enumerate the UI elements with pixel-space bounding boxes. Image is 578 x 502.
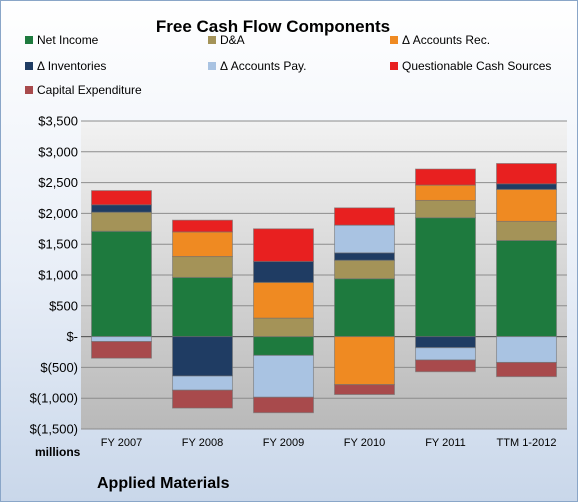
bar-capital-expenditure-fy-2010	[334, 384, 395, 396]
bar-accounts-pay-fy-2009	[253, 354, 314, 398]
bar-accounts-pay-ttm-1-2012	[496, 336, 557, 363]
y-tick-label: $1,000	[38, 268, 78, 283]
bar-questionable-cash-sources-fy-2007	[91, 190, 152, 206]
bar-accounts-rec-fy-2009	[253, 281, 314, 319]
bar-d-a-fy-2009	[253, 317, 314, 338]
x-tick-label-fy-2007: FY 2007	[101, 437, 142, 449]
legend-label-net-income: Net Income	[37, 33, 99, 47]
legend-swatch-d-a	[208, 36, 216, 44]
bar-net-income-fy-2010	[334, 278, 395, 338]
legend-label-d-a: D&A	[220, 33, 245, 47]
bar-d-a-fy-2008	[172, 256, 233, 278]
x-tick-label-fy-2010: FY 2010	[344, 437, 385, 449]
bar-questionable-cash-sources-fy-2008	[172, 219, 233, 233]
legend-swatch-net-income	[25, 36, 33, 44]
bar-net-income-fy-2008	[172, 276, 233, 338]
y-tick-label: $-	[66, 329, 78, 344]
bar-accounts-pay-fy-2008	[172, 375, 233, 391]
legend: Net Income D&A Δ Accounts Rec. Δ Inventorie…	[25, 33, 551, 97]
bar-inventories-fy-2009	[253, 260, 314, 283]
legend-label-accounts-pay: Δ Accounts Pay.	[220, 59, 307, 73]
bar-net-income-fy-2007	[91, 230, 152, 338]
y-tick-label: $3,500	[38, 114, 78, 129]
y-tick-label: $1,500	[38, 237, 78, 252]
bar-accounts-pay-fy-2011	[415, 347, 476, 361]
y-tick-label: $(1,500)	[30, 422, 78, 437]
bar-inventories-fy-2011	[415, 336, 476, 349]
company-name: Applied Materials	[97, 475, 230, 492]
legend-label-inventories: Δ Inventories	[37, 59, 106, 73]
bar-capital-expenditure-fy-2007	[91, 341, 152, 359]
x-axis-category-labels: FY 2007 FY 2008 FY 2009 FY 2010 FY 2011 TTM 1…	[101, 437, 557, 449]
bar-accounts-rec-fy-2011	[415, 184, 476, 201]
x-tick-label-ttm-1-2012: TTM 1-2012	[497, 437, 557, 449]
y-tick-label: $3,000	[38, 144, 78, 159]
bar-inventories-fy-2007	[91, 204, 152, 213]
bar-capital-expenditure-ttm-1-2012	[496, 361, 557, 378]
bar-questionable-cash-sources-fy-2010	[334, 207, 395, 226]
bar-inventories-ttm-1-2012	[496, 183, 557, 190]
bar-questionable-cash-sources-fy-2011	[415, 168, 476, 186]
bar-accounts-rec-fy-2010	[334, 336, 395, 386]
legend-swatch-inventories	[25, 62, 33, 70]
bar-accounts-rec-ttm-1-2012	[496, 188, 557, 222]
y-tick-label: $2,500	[38, 175, 78, 190]
units-label: millions	[35, 445, 81, 459]
x-tick-label-fy-2008: FY 2008	[182, 437, 223, 449]
x-tick-label-fy-2011: FY 2011	[425, 437, 466, 449]
bar-net-income-fy-2011	[415, 217, 476, 338]
bar-accounts-pay-fy-2010	[334, 224, 395, 254]
y-tick-label: $(1,000)	[30, 391, 78, 406]
bar-inventories-fy-2010	[334, 252, 395, 261]
y-axis-tick-labels: $3,500 $3,000 $2,500 $2,000 $1,500 $1,000 $500…	[30, 114, 78, 437]
legend-label-capital-expenditure: Capital Expenditure	[37, 83, 142, 97]
bar-d-a-ttm-1-2012	[496, 220, 557, 242]
bar-capital-expenditure-fy-2009	[253, 396, 314, 414]
bar-inventories-fy-2008	[172, 336, 233, 377]
bar-accounts-rec-fy-2008	[172, 231, 233, 258]
bar-accounts-pay-fy-2007	[91, 336, 152, 343]
legend-swatch-questionable-cash-sources	[390, 62, 398, 70]
legend-swatch-accounts-rec	[390, 36, 398, 44]
y-tick-label: $500	[49, 298, 78, 313]
bar-capital-expenditure-fy-2011	[415, 359, 476, 373]
bar-net-income-ttm-1-2012	[496, 240, 557, 338]
bar-d-a-fy-2010	[334, 259, 395, 280]
legend-swatch-accounts-pay	[208, 62, 216, 70]
y-tick-label: $(500)	[40, 360, 78, 375]
gridlines	[81, 120, 567, 430]
bar-net-income-fy-2009	[253, 336, 314, 356]
legend-label-questionable-cash-sources: Questionable Cash Sources	[402, 59, 551, 73]
chart-title: Free Cash Flow Components	[156, 17, 390, 36]
legend-swatch-capital-expenditure	[25, 86, 33, 94]
bar-questionable-cash-sources-ttm-1-2012	[496, 163, 557, 185]
bar-questionable-cash-sources-fy-2009	[253, 228, 314, 262]
bar-d-a-fy-2011	[415, 199, 476, 219]
x-tick-label-fy-2009: FY 2009	[263, 437, 304, 449]
y-tick-label: $2,000	[38, 206, 78, 221]
bars	[91, 163, 557, 414]
bar-capital-expenditure-fy-2008	[172, 389, 233, 409]
bar-d-a-fy-2007	[91, 211, 152, 232]
legend-label-accounts-rec: Δ Accounts Rec.	[402, 33, 490, 47]
